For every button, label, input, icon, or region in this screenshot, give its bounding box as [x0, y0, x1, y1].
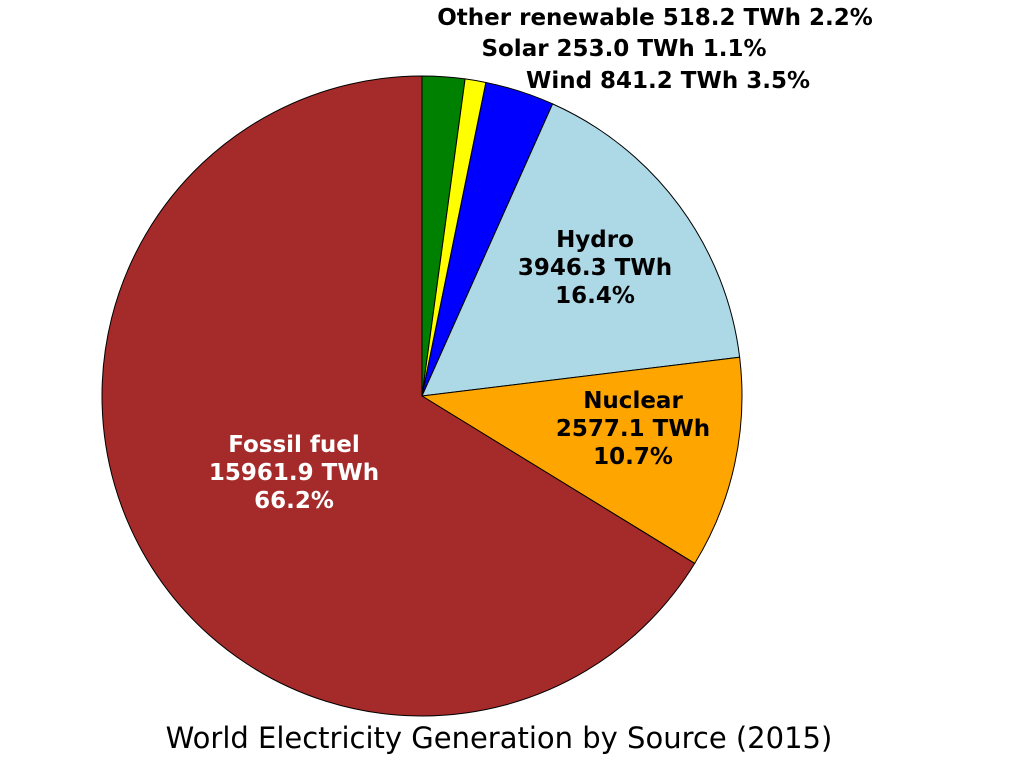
- slice-label-line: Hydro: [556, 227, 634, 253]
- slice-label-line: 16.4%: [555, 283, 635, 309]
- chart-title: World Electricity Generation by Source (…: [166, 721, 833, 755]
- slice-label-solar: Solar 253.0 TWh 1.1%: [481, 36, 766, 62]
- slice-label-line: 2577.1 TWh: [556, 416, 710, 442]
- slice-label-line: Nuclear: [583, 388, 683, 414]
- slice-fossil-fuel: [101, 75, 696, 717]
- slice-label-wind: Wind 841.2 TWh 3.5%: [526, 68, 810, 94]
- slice-label-hydro: Hydro 3946.3 TWh 16.4%: [518, 227, 672, 309]
- slice-label-fossil-fuel: Fossil fuel 15961.9 TWh 66.2%: [209, 432, 379, 514]
- slice-label-line: 15961.9 TWh: [209, 460, 379, 486]
- slice-label-line: 3946.3 TWh: [518, 255, 672, 281]
- slice-label-line: 10.7%: [593, 444, 673, 470]
- pie-labels: Other renewable 518.2 TWh 2.2% Solar 253.…: [209, 5, 873, 514]
- pie-slices: [101, 75, 743, 717]
- slice-label-other-renewable: Other renewable 518.2 TWh 2.2%: [437, 5, 873, 31]
- slice-label-line: 66.2%: [254, 488, 334, 514]
- slice-label-nuclear: Nuclear 2577.1 TWh 10.7%: [556, 388, 710, 470]
- slice-label-line: Fossil fuel: [228, 432, 360, 458]
- slice-hydro: [421, 103, 741, 397]
- slice-nuclear: [420, 356, 743, 565]
